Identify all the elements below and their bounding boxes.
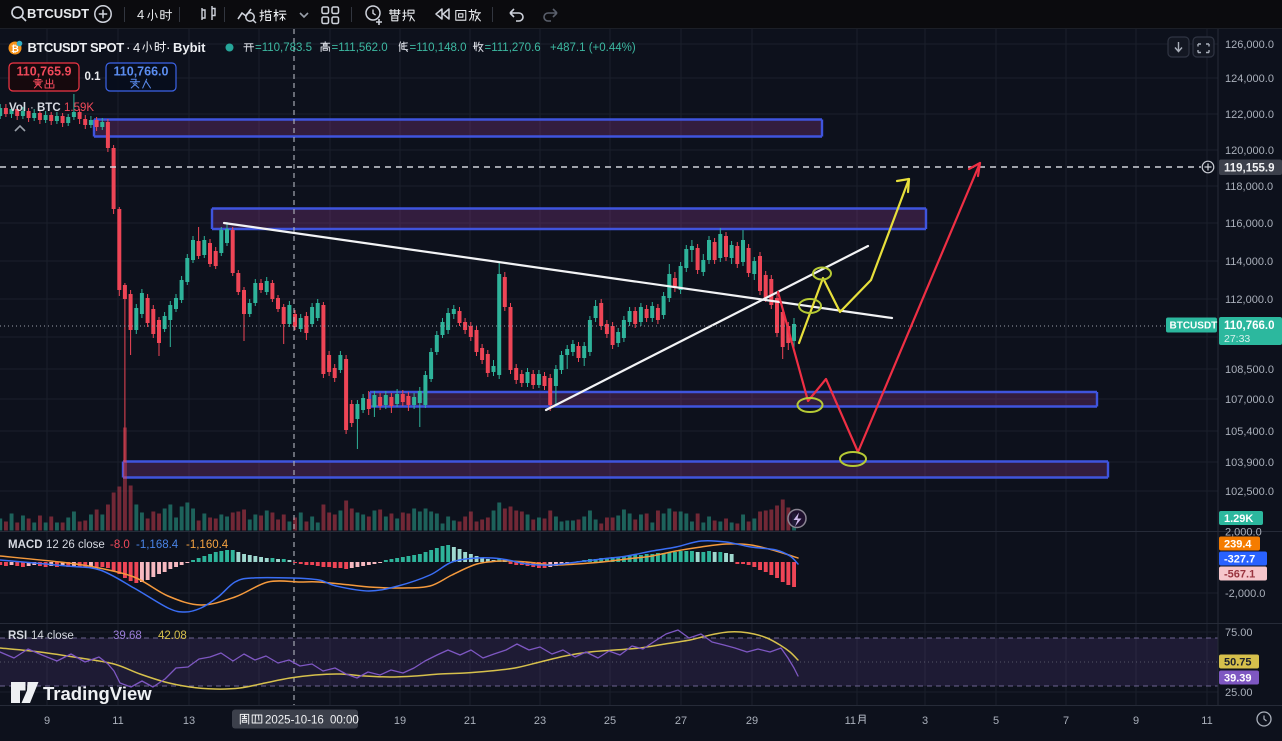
svg-text:116,000.0: 116,000.0 [1225,218,1273,230]
svg-text:Bybit: Bybit [173,40,206,55]
svg-text:39.68: 39.68 [113,630,142,642]
svg-text:120,000.0: 120,000.0 [1225,145,1274,157]
svg-text:12 26 close: 12 26 close [46,539,105,551]
svg-text:122,000.0: 122,000.0 [1225,109,1274,121]
svg-text:BTC: BTC [37,102,61,114]
svg-text:7: 7 [1063,715,1069,727]
svg-text:RSI: RSI [8,630,27,642]
svg-text:4: 4 [133,40,140,55]
svg-text:13: 13 [183,715,195,727]
svg-text:50.75: 50.75 [1224,657,1252,669]
svg-text:105,400.0: 105,400.0 [1225,426,1274,438]
svg-text:27:33: 27:33 [1224,333,1250,345]
svg-text:·: · [30,102,34,114]
svg-text:9: 9 [44,715,50,727]
svg-text:-8.0: -8.0 [110,539,130,551]
svg-text:0.1: 0.1 [85,71,102,83]
svg-text:+487.1 (+0.44%): +487.1 (+0.44%) [550,42,636,54]
svg-text:21: 21 [464,715,476,727]
svg-text:39.39: 39.39 [1224,673,1252,685]
svg-text:=111,270.6: =111,270.6 [485,42,541,54]
svg-text:-1,160.4: -1,160.4 [186,539,229,551]
svg-text:-2,000.0: -2,000.0 [1225,588,1265,600]
svg-text:119,155.9: 119,155.9 [1224,163,1275,175]
svg-text:102,500.0: 102,500.0 [1225,486,1274,498]
svg-text:110,765.9: 110,765.9 [17,65,72,79]
svg-text:1.59K: 1.59K [64,102,94,114]
svg-text:108,500.0: 108,500.0 [1225,364,1274,376]
svg-text:112,000.0: 112,000.0 [1225,294,1273,306]
svg-text:110,766.0: 110,766.0 [1224,320,1275,332]
svg-text:103,900.0: 103,900.0 [1225,457,1274,469]
svg-text:00:00: 00:00 [330,715,359,727]
svg-text:=110,148.0: =110,148.0 [410,42,467,54]
svg-text:126,000.0: 126,000.0 [1225,39,1274,51]
svg-text:-327.7: -327.7 [1224,554,1255,566]
svg-text:23: 23 [534,715,546,727]
svg-text:19: 19 [394,715,406,727]
svg-text:=110,783.5: =110,783.5 [255,42,312,54]
svg-text:42.08: 42.08 [158,630,187,642]
svg-text:₿: ₿ [11,44,19,55]
svg-text:9: 9 [1133,715,1139,727]
svg-text:239.4: 239.4 [1224,539,1252,551]
svg-text:75.00: 75.00 [1225,627,1253,639]
svg-text:BTCUSDT: BTCUSDT [1170,321,1218,332]
svg-text:25: 25 [604,715,616,727]
svg-text:2025-10-16: 2025-10-16 [265,715,324,727]
svg-text:124,000.0: 124,000.0 [1225,73,1274,85]
svg-text:11: 11 [112,715,123,727]
svg-text:1.29K: 1.29K [1224,513,1253,525]
svg-text:·: · [126,40,131,55]
svg-text:-1,168.4: -1,168.4 [136,539,179,551]
svg-text:BTCUSDT SPOT: BTCUSDT SPOT [28,40,125,55]
svg-text:Vol: Vol [9,102,26,114]
svg-text:114,000.0: 114,000.0 [1225,256,1273,268]
svg-text:-567.1: -567.1 [1224,569,1255,581]
svg-text:110,766.0: 110,766.0 [114,65,169,79]
svg-text:107,000.0: 107,000.0 [1225,394,1274,406]
svg-text:11: 11 [845,715,856,727]
svg-text:TradingView: TradingView [43,683,152,704]
svg-text:11: 11 [1201,715,1212,727]
svg-text:MACD: MACD [8,539,43,551]
svg-text:118,000.0: 118,000.0 [1225,181,1273,193]
svg-text:27: 27 [675,715,687,727]
svg-text:5: 5 [993,715,999,727]
svg-text:·: · [166,40,171,55]
svg-text:14 close: 14 close [31,630,74,642]
svg-text:25.00: 25.00 [1225,687,1253,699]
svg-text:3: 3 [922,715,928,727]
svg-text:=111,562.0: =111,562.0 [332,42,388,54]
svg-text:29: 29 [746,715,758,727]
svg-text:2,000.0: 2,000.0 [1225,527,1262,539]
